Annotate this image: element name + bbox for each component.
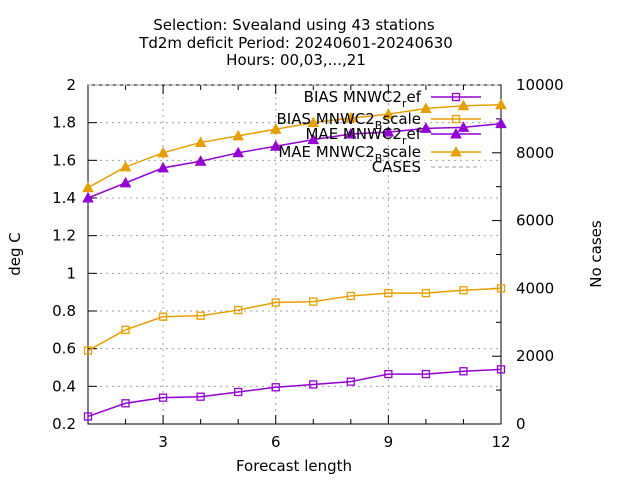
data-point xyxy=(496,284,506,293)
title-line-1: Selection: Svealand using 43 stations xyxy=(153,16,435,34)
y2-tick-label: 8000 xyxy=(516,144,554,162)
data-point xyxy=(457,121,470,132)
data-point xyxy=(119,160,132,172)
data-point xyxy=(344,127,357,139)
data-point xyxy=(269,123,282,134)
data-point xyxy=(158,393,168,402)
y-tick-label: 1.4 xyxy=(52,189,76,207)
series-line xyxy=(87,104,502,189)
data-point xyxy=(307,133,320,145)
data-point xyxy=(457,99,470,111)
data-point xyxy=(382,108,395,119)
data-point xyxy=(420,122,432,133)
data-point xyxy=(271,383,280,392)
data-point xyxy=(384,369,393,379)
data-point xyxy=(495,117,507,129)
y2-tick-label: 0 xyxy=(516,415,526,433)
data-point xyxy=(459,367,468,376)
data-point xyxy=(119,176,132,188)
y-tick-label: 0.6 xyxy=(52,340,76,358)
data-point xyxy=(121,325,130,334)
data-point xyxy=(82,181,94,193)
legend-label: MAE MNWC2Bscale xyxy=(278,143,421,165)
series-line xyxy=(87,368,502,418)
data-point xyxy=(83,346,93,355)
data-point xyxy=(346,377,355,386)
data-point xyxy=(157,161,169,173)
data-point xyxy=(158,312,168,321)
data-point xyxy=(82,191,94,203)
data-point xyxy=(309,297,318,306)
y-tick-label: 1.6 xyxy=(52,151,76,169)
data-point xyxy=(421,288,431,298)
data-point xyxy=(495,98,507,110)
data-point xyxy=(196,392,205,401)
series-1 xyxy=(83,284,506,355)
grid-lines xyxy=(88,85,501,424)
data-point xyxy=(421,369,431,379)
y-tick-label: 1.8 xyxy=(52,114,76,132)
legend-label: MAE MNWC2ref xyxy=(305,125,421,147)
y-tick-label: 0.4 xyxy=(52,377,76,395)
data-point xyxy=(309,380,318,389)
data-point xyxy=(234,305,243,315)
y2-axis-label: No cases xyxy=(587,220,605,288)
y2-tick-label: 4000 xyxy=(516,279,554,297)
series-2 xyxy=(82,117,507,203)
legend-label: BIAS MNWC2ref xyxy=(304,88,422,110)
x-axis-label: Forecast length xyxy=(236,457,352,475)
data-point xyxy=(307,116,320,128)
chart-title: Selection: Svealand using 43 stations Td… xyxy=(138,16,453,69)
data-point xyxy=(496,365,506,374)
series-line xyxy=(87,287,502,352)
legend-marker xyxy=(451,92,461,102)
data-point xyxy=(271,298,280,307)
x-tick-label: 6 xyxy=(271,433,281,451)
data-point xyxy=(420,102,432,114)
data-point xyxy=(83,412,93,421)
legend-label: BIAS MNWC2Bscale xyxy=(277,110,421,132)
title-line-2: Td2m deficit Period: 20240601-20240630 xyxy=(138,34,453,52)
axes: 3 6 9 12 0.2 0.4 0.6 0.8 1 1.2 1.4 1.6 1.8 2 0 2000 4000… xyxy=(52,76,564,451)
series-layer xyxy=(82,84,507,421)
y-tick-label: 0.2 xyxy=(52,415,76,433)
data-point xyxy=(196,311,205,320)
data-point xyxy=(232,146,245,158)
data-point xyxy=(157,146,169,158)
y2-tick-label: 2000 xyxy=(516,347,554,365)
data-point xyxy=(232,129,245,141)
legend-marker xyxy=(451,114,461,124)
y2-tick-label: 6000 xyxy=(516,212,554,230)
series-line xyxy=(87,122,502,199)
y-tick-label: 1 xyxy=(66,264,76,282)
series-0 xyxy=(83,365,506,421)
title-line-3: Hours: 00,03,...,21 xyxy=(226,51,366,69)
y-tick-label: 1.2 xyxy=(52,227,76,245)
x-tick-label: 3 xyxy=(158,433,168,451)
y-tick-label: 0.8 xyxy=(52,302,76,320)
y-axis-label: deg C xyxy=(6,232,24,276)
data-point xyxy=(194,136,207,147)
legend-marker xyxy=(450,127,462,139)
series-3 xyxy=(82,98,507,193)
data-point xyxy=(234,387,243,397)
data-point xyxy=(269,140,282,151)
data-point xyxy=(344,111,357,123)
x-tick-label: 12 xyxy=(491,433,510,451)
y-tick-label: 2 xyxy=(66,76,76,94)
data-point xyxy=(382,126,395,137)
data-point xyxy=(121,399,130,408)
legend-label: CASES xyxy=(372,158,421,176)
data-point xyxy=(194,155,207,166)
y2-tick-label: 10000 xyxy=(516,76,564,94)
data-point xyxy=(346,291,355,301)
x-tick-label: 9 xyxy=(384,433,394,451)
legend-marker xyxy=(450,145,462,157)
data-point xyxy=(459,286,468,295)
data-point xyxy=(384,288,393,298)
